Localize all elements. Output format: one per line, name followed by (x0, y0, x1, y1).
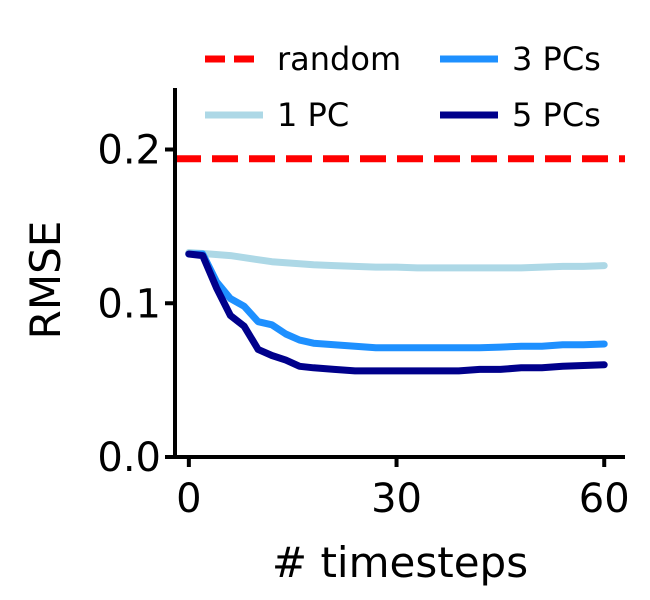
x-tick-label: 0 (176, 476, 201, 522)
y-tick-label: 0.0 (97, 435, 161, 481)
legend-label: 1 PC (277, 96, 349, 134)
y-tick-label: 0.2 (97, 128, 161, 174)
legend-label: 5 PCs (512, 96, 601, 134)
legend-label: 3 PCs (512, 40, 601, 78)
series-layer (175, 155, 625, 375)
series-line-3-pcs (185, 250, 608, 352)
legend-entry-3-pcs: 3 PCs (440, 40, 601, 78)
series-line-1-pc (185, 249, 608, 272)
legend-label: random (277, 40, 401, 78)
x-tick-label: 60 (579, 476, 630, 522)
y-axis-label: RMSE (21, 221, 70, 340)
x-axis-label: # timesteps (272, 538, 528, 587)
legend-entry-random: random (205, 40, 401, 78)
x-tick-label: 30 (371, 476, 422, 522)
series-line-5-pcs (185, 250, 608, 375)
legend-entry-5-pcs: 5 PCs (440, 96, 601, 134)
legend-entry-1-pc: 1 PC (205, 96, 349, 134)
axes-layer: 0 30 60 0.0 0.1 0.2 (97, 88, 630, 522)
legend: random 1 PC 3 PCs 5 PCs (205, 40, 601, 134)
y-tick-label: 0.1 (97, 281, 161, 327)
